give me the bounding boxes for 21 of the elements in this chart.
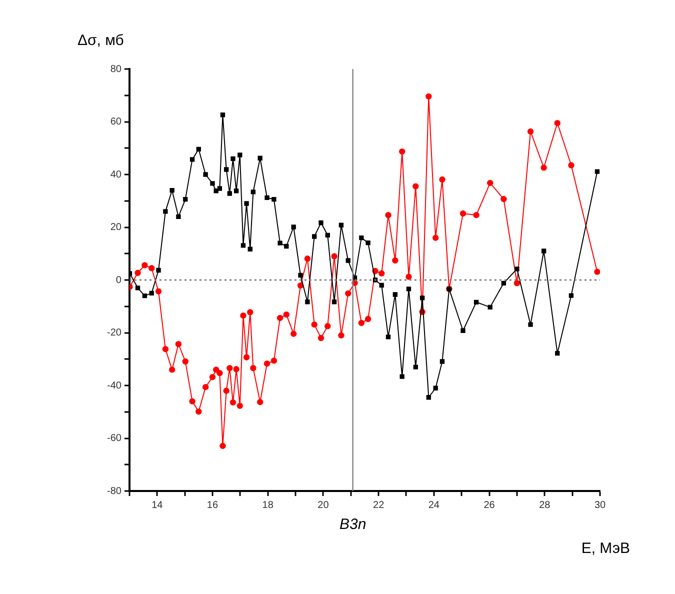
y-axis-title: Δσ, мб (77, 32, 124, 49)
y-tick-label: 40 (110, 169, 122, 180)
ref-line-label: B3n (339, 516, 366, 533)
x-axis-title: E, МэВ (581, 540, 630, 557)
x-tick-label: 24 (428, 500, 440, 511)
x-tick-label: 20 (318, 500, 330, 511)
y-tick-label: 0 (116, 274, 122, 286)
y-tick-label: 60 (110, 116, 122, 128)
x-tick-label: 16 (206, 500, 218, 511)
x-tick-label: 14 (152, 500, 164, 511)
x-tick-label: 22 (373, 500, 385, 511)
x-tick-label: 28 (539, 500, 551, 511)
y-tick-label: 80 (110, 64, 122, 75)
y-tick-label: 20 (110, 222, 122, 233)
y-tick-label: -60 (107, 433, 122, 444)
y-tick-label: -20 (107, 328, 122, 338)
y-tick-label: -40 (107, 380, 122, 392)
x-tick-label: 30 (594, 500, 606, 511)
y-tick-label: -80 (107, 486, 122, 497)
x-tick-label: 18 (262, 500, 274, 511)
x-tick-label: 26 (484, 500, 496, 511)
